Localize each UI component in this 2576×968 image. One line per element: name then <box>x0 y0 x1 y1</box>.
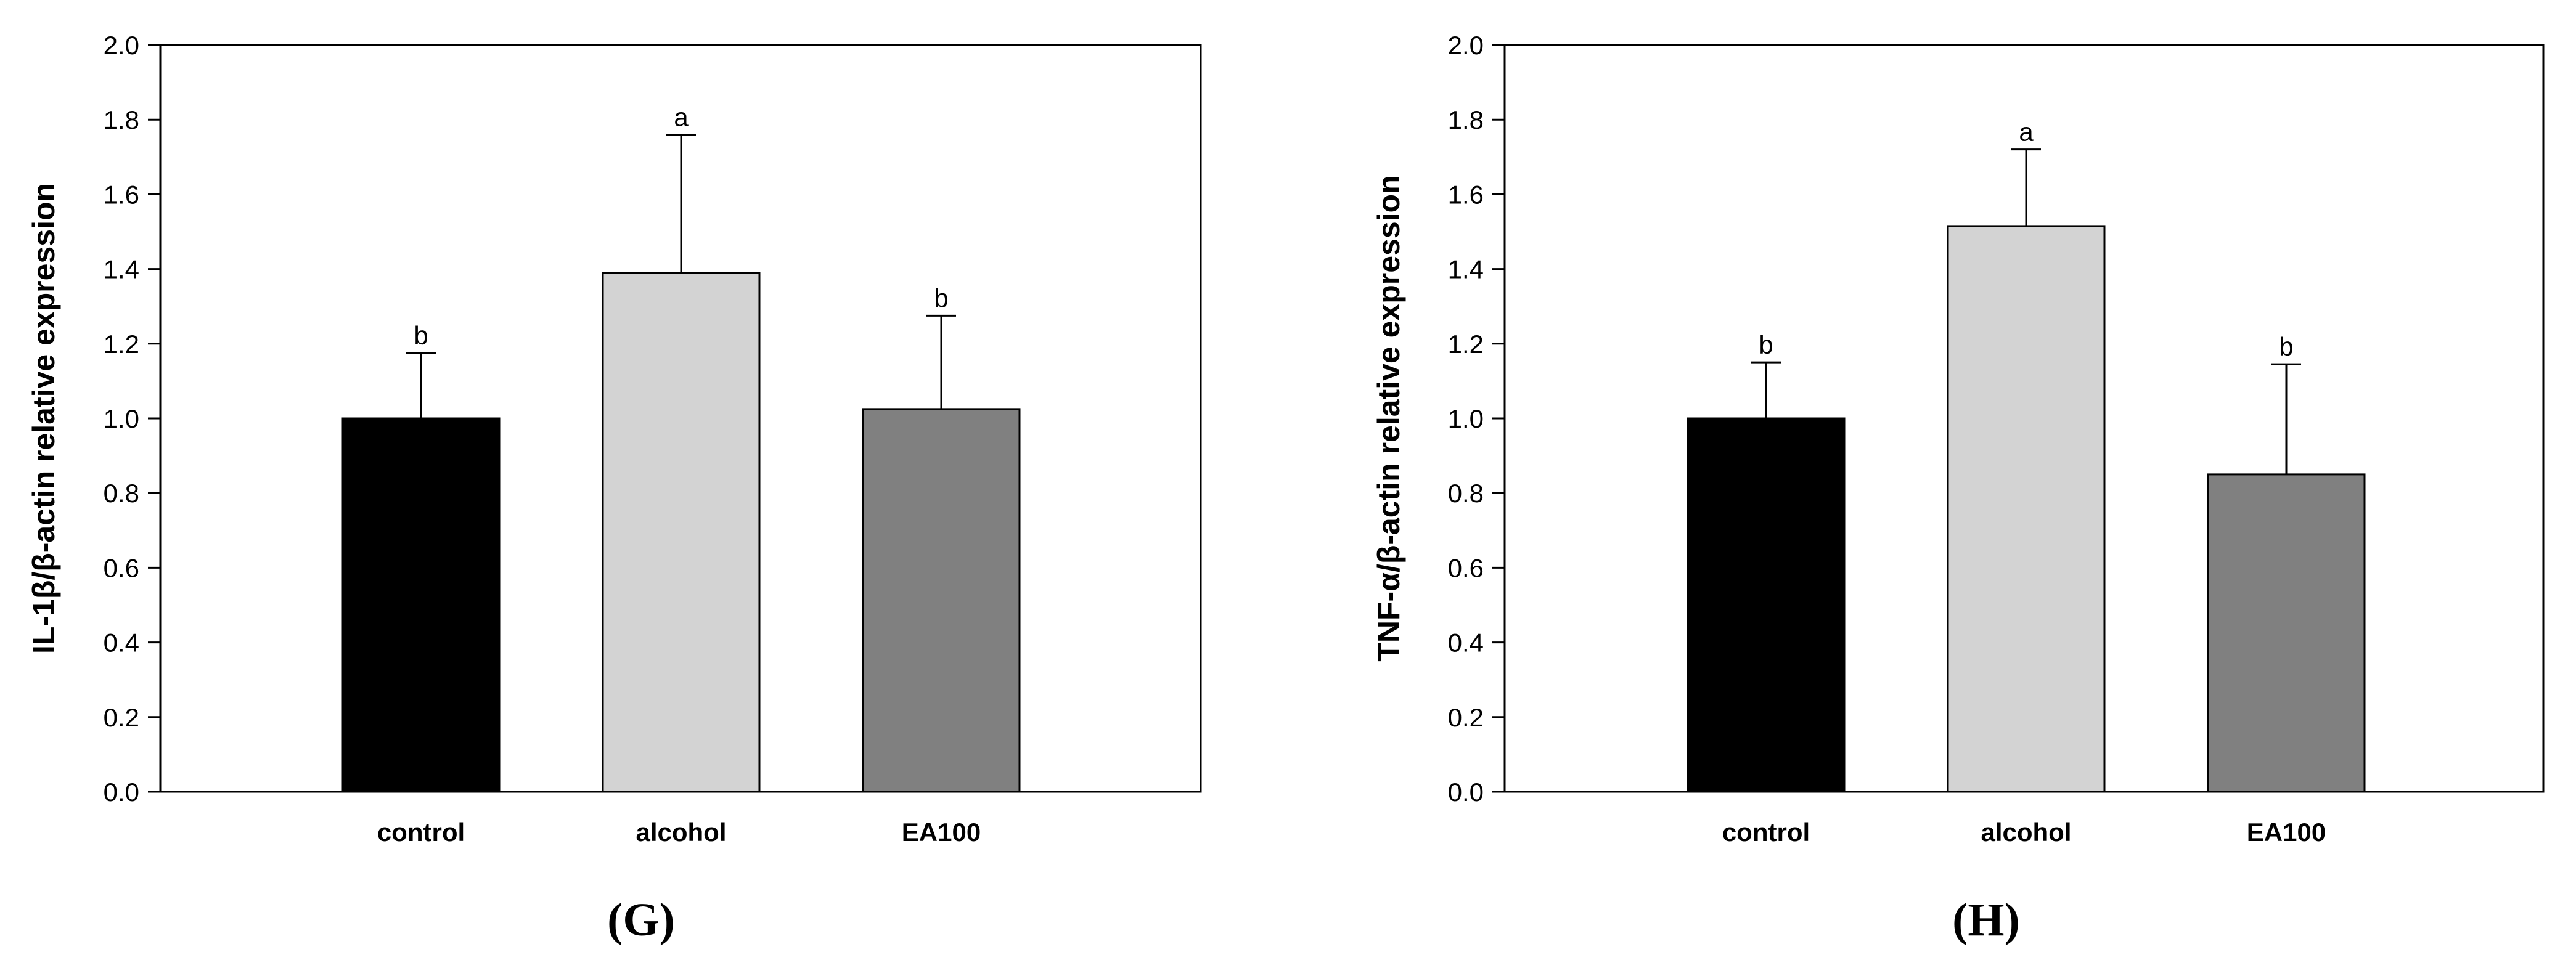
y-tick-label: 1.4 <box>104 255 139 284</box>
bar-control <box>1687 417 1846 793</box>
y-tick-label: 0.4 <box>1448 628 1484 657</box>
x-tick-label-alcohol: alcohol <box>636 818 726 847</box>
x-tick-label-EA100: EA100 <box>902 818 981 847</box>
significance-label-alcohol: a <box>674 102 689 131</box>
significance-label-alcohol: a <box>2019 118 2034 147</box>
x-tick-label-control: control <box>1722 818 1810 847</box>
panel-label: (H) <box>1952 894 2020 946</box>
x-tick-label-alcohol: alcohol <box>1981 818 2071 847</box>
y-tick-label: 2.0 <box>1448 31 1484 60</box>
y-tick-label: 0.0 <box>1448 778 1484 807</box>
significance-label-control: b <box>414 321 428 350</box>
y-tick-label: 1.2 <box>104 330 139 359</box>
x-tick-label-control: control <box>377 818 465 847</box>
bar-control <box>341 417 501 793</box>
y-tick-label: 1.6 <box>104 180 139 209</box>
significance-label-EA100: b <box>934 283 948 312</box>
y-tick-label: 1.4 <box>1448 255 1484 284</box>
y-tick-label: 1.0 <box>104 404 139 433</box>
panel-label: (G) <box>607 894 675 946</box>
y-axis-label: TNF-α/β-actin relative expression <box>1372 175 1406 661</box>
chart-panel-H: 0.0 0.2 0.4 0.6 0.8 1.0 1.2 1.4 1.6 1.8 2.0 b contro… <box>1372 31 2545 946</box>
y-tick-label: 1.0 <box>1448 404 1484 433</box>
y-tick-label: 0.2 <box>1448 703 1484 732</box>
y-tick-label: 1.8 <box>1448 105 1484 134</box>
y-tick-label: 0.2 <box>104 703 139 732</box>
bar-alcohol <box>1947 225 2106 793</box>
significance-label-control: b <box>1759 330 1773 359</box>
significance-label-EA100: b <box>2279 332 2293 361</box>
y-tick-label: 0.8 <box>1448 479 1484 508</box>
y-tick-label: 0.6 <box>1448 553 1484 582</box>
x-tick-label-EA100: EA100 <box>2247 818 2326 847</box>
bar-EA100 <box>862 408 1021 793</box>
bar-EA100 <box>2207 473 2366 793</box>
y-tick-label: 1.6 <box>1448 180 1484 209</box>
y-tick-label: 0.0 <box>104 778 139 807</box>
y-tick-label: 1.8 <box>104 105 139 134</box>
y-tick-label: 1.2 <box>1448 330 1484 359</box>
bar-alcohol <box>602 272 761 793</box>
y-tick-label: 0.8 <box>104 479 139 508</box>
y-tick-label: 0.6 <box>104 553 139 582</box>
y-axis-label: IL-1β/β-actin relative expression <box>27 183 61 654</box>
chart-panel-G: 0.0 0.2 0.4 0.6 0.8 1.0 1.2 1.4 1.6 1.8 2.0 b contro… <box>27 31 1202 946</box>
y-tick-label: 0.4 <box>104 628 139 657</box>
y-tick-label: 2.0 <box>104 31 139 60</box>
